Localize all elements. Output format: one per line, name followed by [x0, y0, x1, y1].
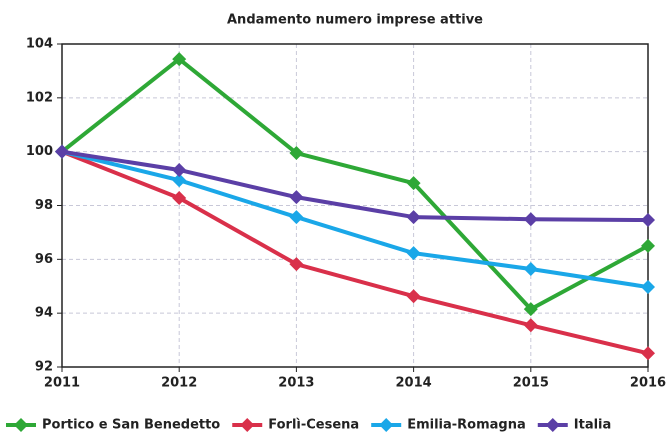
data-point — [172, 173, 187, 188]
data-point — [641, 238, 655, 253]
legend-marker — [545, 418, 560, 432]
data-point — [289, 257, 304, 272]
series-line — [61, 149, 649, 223]
data-point — [172, 52, 187, 67]
y-tick-label: 100 — [26, 144, 53, 159]
data-point — [641, 346, 655, 361]
y-tick-label: 104 — [26, 37, 53, 52]
legend-item: Portico e San Benedetto — [6, 418, 220, 433]
legend-label: Italia — [574, 418, 612, 433]
data-point — [406, 289, 421, 304]
x-tick-label: 2016 — [630, 376, 666, 391]
legend-item: Emilia-Romagna — [371, 418, 526, 433]
legend-marker — [240, 418, 255, 432]
legend-label: Portico e San Benedetto — [42, 418, 220, 433]
series-line — [61, 149, 649, 290]
x-tick-label: 2011 — [44, 376, 80, 391]
plot-frame — [61, 43, 649, 368]
data-point — [523, 318, 538, 333]
data-point — [289, 210, 304, 225]
data-point — [172, 190, 187, 205]
y-tick-label: 92 — [35, 360, 53, 375]
legend-label: Emilia-Romagna — [407, 418, 526, 433]
x-tick-label: 2015 — [513, 376, 549, 391]
data-point — [406, 246, 421, 261]
legend-marker — [379, 418, 394, 432]
legend-item: Forlì-Cesena — [232, 418, 359, 433]
y-tick-label: 96 — [35, 252, 53, 267]
series-line — [61, 149, 649, 356]
data-point — [641, 213, 655, 228]
data-point — [289, 190, 304, 205]
x-tick-label: 2012 — [161, 376, 197, 391]
data-point — [406, 210, 421, 225]
data-point — [523, 212, 538, 227]
data-point — [55, 144, 69, 159]
y-tick-label: 102 — [26, 90, 53, 105]
data-point — [172, 162, 187, 177]
series-line — [60, 57, 649, 312]
x-tick-label: 2013 — [278, 376, 314, 391]
data-point — [406, 176, 421, 191]
legend-item: Italia — [537, 418, 612, 433]
y-tick-label: 98 — [35, 198, 53, 213]
data-point — [641, 280, 655, 295]
data-point — [523, 302, 538, 317]
data-point — [523, 262, 538, 277]
legend-marker — [14, 418, 28, 432]
data-point — [289, 146, 304, 161]
y-tick-label: 94 — [35, 306, 53, 321]
x-tick-label: 2014 — [396, 376, 432, 391]
chart-title: Andamento numero imprese attive — [227, 13, 483, 28]
legend-label: Forlì-Cesena — [268, 418, 359, 433]
